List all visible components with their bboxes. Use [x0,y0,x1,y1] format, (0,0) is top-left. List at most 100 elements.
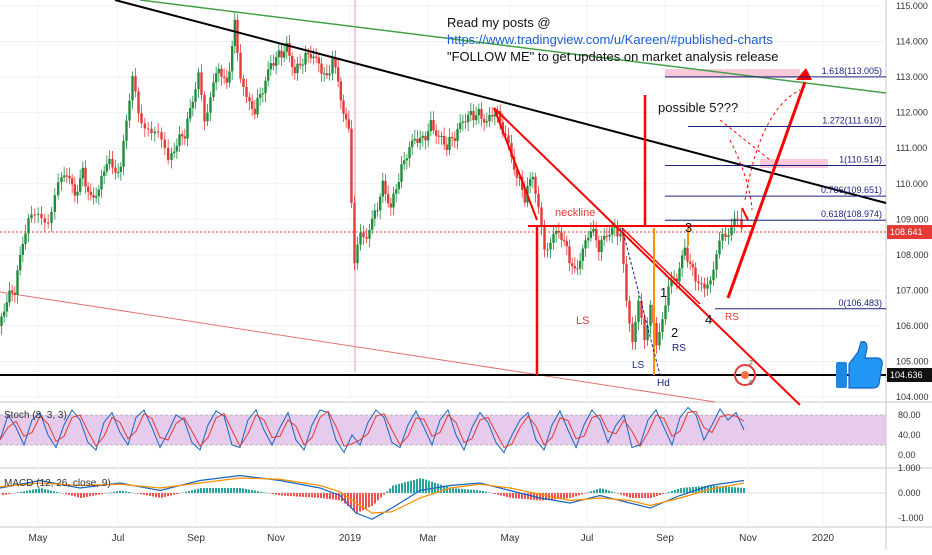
candle-body [282,51,286,58]
stoch-d-line [0,410,745,449]
price-tick-label: 111.000 [896,143,927,153]
macd-histogram-bar [320,493,322,498]
candle-body [253,108,257,115]
macd-histogram-bar [692,487,694,493]
macd-histogram-bar [257,491,259,493]
macd-histogram-bar [674,490,676,493]
candle-body [721,233,724,241]
candle-body [634,321,637,342]
macd-histogram-bar [119,490,121,493]
macd-histogram-bar [452,488,454,493]
candle-body [402,160,406,165]
candle-body [712,269,715,281]
candle-body [320,63,323,74]
wave-1-label: 1 [660,285,667,300]
dashed-path-lower [729,139,753,211]
candle-body [724,233,727,237]
macd-histogram-bar [437,483,439,493]
candle-body [549,242,552,250]
macd-histogram-bar [245,488,247,493]
candle-body [172,151,176,154]
macd-histogram-bar [488,492,490,493]
candle-body [331,58,334,74]
candle-body [248,97,251,102]
macd-histogram-bar [683,487,685,493]
macd-histogram-bar [404,482,406,493]
candle-body [170,153,173,160]
candle-body [628,300,631,324]
candle-body [309,54,313,59]
candle-body [266,69,270,81]
candle-body [686,247,689,262]
candle-body [400,164,403,182]
macd-histogram-bar [542,493,544,501]
macd-histogram-bar [191,490,193,493]
candle-body [480,109,483,119]
candle-body [60,177,63,183]
candle-body [314,56,318,58]
candle-body [573,266,577,269]
price-tick-label: 106.000 [896,321,929,331]
macd-histogram-bar [83,493,85,498]
candle-body [592,228,595,232]
candle-body [678,268,681,282]
candle-body [504,134,507,136]
possible-label: possible 5??? [658,100,738,115]
candle-body [336,67,340,82]
candle-body [655,323,658,346]
macd-histogram-bar [68,493,70,495]
trend-drawings [0,0,887,406]
time-tick-label: Nov [739,533,757,544]
macd-histogram-bar [647,493,649,498]
candle-body [334,58,337,68]
macd-histogram-bar [461,488,463,493]
macd-histogram-bar [293,493,295,497]
candle-body [203,94,206,122]
rs-main-label: RS [725,312,739,323]
macd-histogram-bar [209,488,211,493]
macd-histogram-bar [608,490,610,493]
candle-body [70,178,74,185]
candle-body [13,292,17,295]
candle-body [21,243,25,255]
macd-histogram-bar [332,493,334,500]
candle-body [408,147,411,159]
candle-body [153,131,157,134]
macd-histogram-bar [200,488,202,493]
candle-body [131,76,134,101]
macd-histogram-bar [395,484,397,493]
macd-histogram-bar [185,491,187,493]
macd-histogram-bar [380,493,382,498]
macd-histogram-bar [242,488,244,493]
candle-body [339,81,343,101]
candle-body [290,55,294,68]
macd-histogram-bar [500,493,502,496]
candle-body [365,237,368,239]
candle-body [488,115,491,122]
macd-histogram-bar [26,490,28,493]
macd-histogram-bar [77,493,79,498]
ls-main-label: LS [576,315,589,327]
candle-body [368,229,371,239]
macd-histogram-bar [689,487,691,493]
macd-histogram-bar [527,493,529,500]
macd-histogram-bar [587,492,589,493]
macd-histogram-bar [221,488,223,493]
candle-body [510,143,513,157]
macd-histogram-bar [62,493,64,494]
candle-body [183,136,187,139]
macd-histogram-bar [737,487,739,493]
candle-body [384,180,387,195]
macd-histogram-bar [266,492,268,494]
stoch-tick-label: 40.00 [898,430,921,440]
macd-histogram-bar [347,493,349,506]
macd-histogram-bar [365,493,367,509]
macd-histogram-bar [296,493,298,497]
macd-histogram-bar [671,491,673,493]
macd-histogram-bar [2,493,4,496]
candle-body [586,237,590,241]
macd-histogram-bar [665,493,667,494]
macd-histogram-bar [65,493,67,495]
candle-body [261,93,265,95]
macd-panel: MACD (12, 26, close, 9) 1.000 0.000 -1.000 [0,463,924,523]
